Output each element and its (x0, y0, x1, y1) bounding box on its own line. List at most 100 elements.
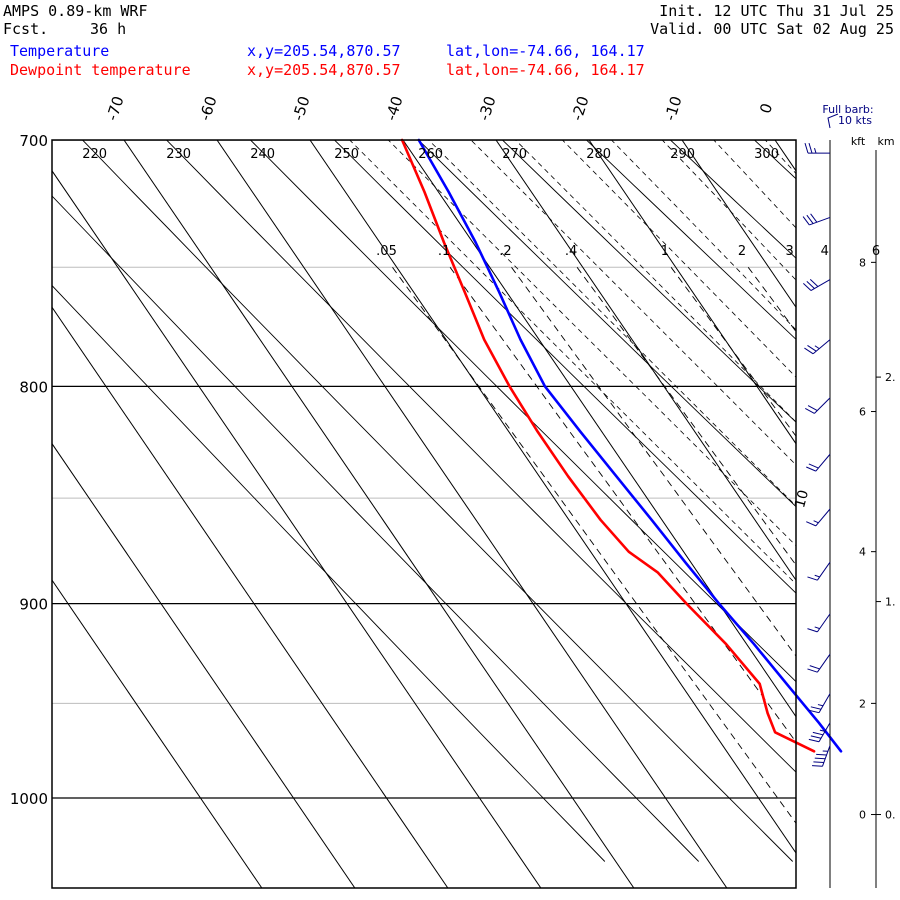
mixing-ratio-label: .2 (499, 244, 511, 259)
mixing-ratio-line (576, 267, 796, 566)
legend-temperature-xy: x,y=205.54,870.57 (247, 42, 401, 60)
mixing-ratio-line (747, 267, 796, 333)
forecast-hour: 36 h (90, 20, 127, 38)
mixing-ratio-line (449, 267, 796, 743)
valid-time: Valid. 00 UTC Sat 02 Aug 25 (650, 20, 894, 38)
dry-adiabat-line (893, 114, 900, 862)
temperature-tick-label: -20 (568, 94, 593, 123)
wind-barb (808, 693, 831, 714)
wind-barb-full-feather (807, 576, 818, 581)
wind-barb-full-feather (808, 738, 820, 743)
temperature-tick-label: -60 (196, 94, 221, 123)
wind-barb-half-feather (814, 574, 820, 578)
wind-barb-staff (809, 216, 831, 226)
mixing-ratio-label: .1 (438, 244, 450, 259)
isotherm-line (495, 140, 796, 582)
wind-barb (804, 339, 831, 355)
wind-barb-full-feather (806, 466, 817, 472)
dewpoint-profile-line (400, 138, 816, 753)
moist-adiabat-line (561, 140, 796, 378)
height-axis: kft km 0 2 4 6 8 0. 1. 2. (851, 135, 896, 888)
wind-barb-full-feather (812, 731, 824, 736)
wind-barb-full-feather (807, 628, 818, 633)
kft-tick-label: 0 (859, 809, 866, 822)
kft-tick-label: 8 (859, 256, 866, 269)
wind-barb-full-feather (805, 408, 815, 414)
wind-barb-full-feather (807, 345, 817, 352)
temperature-tick-label: -10 (661, 94, 686, 123)
wind-barb-staff (814, 397, 831, 414)
wind-barb (807, 613, 831, 633)
wind-barb-full-feather (806, 521, 817, 527)
wind-barb-full-feather (807, 405, 818, 412)
wind-barb-staff (815, 508, 831, 527)
theta-label: 230 (166, 147, 191, 162)
wind-barb-panel: Full barb: 10 kts (802, 103, 874, 888)
moist-adiabat-line (349, 140, 796, 585)
legend-dewpoint-xy: x,y=205.54,870.57 (247, 61, 401, 79)
km-tick-label: 2. (885, 371, 896, 384)
theta-label: 270 (502, 147, 527, 162)
isotherm-line (588, 140, 796, 445)
wind-barb-full-feather (804, 142, 809, 154)
legend-temperature-latlon: lat,lon=-74.66, 164.17 (446, 42, 645, 60)
km-tick-label: 1. (885, 596, 896, 609)
wind-barb-full-feather (807, 668, 818, 673)
legend-dewpoint-latlon: lat,lon=-74.66, 164.17 (446, 61, 645, 79)
wind-barb-full-feather (809, 279, 819, 287)
wind-barb-full-feather (804, 347, 814, 355)
wind-barb-staff (816, 561, 831, 581)
mixing-ratio-line (795, 267, 796, 269)
dry-adiabat-line (753, 140, 796, 180)
wind-barb-full-feather (812, 765, 823, 767)
wind-barb-full-feather (806, 214, 814, 224)
wind-barb (806, 453, 831, 472)
chart-grid (52, 114, 900, 888)
isotherm-line (681, 140, 796, 309)
plot-frame (51, 139, 797, 889)
pressure-tick-label: 1000 (10, 790, 48, 808)
wind-barb-half-feather (814, 345, 820, 350)
forecast-label: Fcst. (3, 20, 49, 38)
moist-adiabat-line (854, 127, 900, 879)
wind-barb-full-feather (803, 283, 812, 291)
wind-barb-full-feather (810, 213, 818, 223)
temperature-tick-label: -30 (475, 94, 500, 123)
wind-barb-half-feather (819, 729, 826, 732)
mixing-ratio-line (392, 267, 796, 824)
mixing-ratio-label: 2 (738, 244, 746, 259)
model-title: AMPS 0.89-km WRF (3, 2, 148, 20)
wind-barb-full-feather (802, 216, 810, 226)
theta-label: 240 (250, 147, 275, 162)
moist-adiabat-line (387, 140, 796, 547)
wind-barb-half-feather (813, 520, 819, 524)
isotherm-line (123, 140, 635, 888)
dry-adiabat-line (52, 284, 606, 862)
wind-barb (807, 561, 831, 581)
wind-barb-full-feather (816, 753, 827, 756)
moist-adiabat-line (514, 140, 796, 423)
mixing-ratio-line (831, 267, 900, 861)
wind-barb (807, 653, 831, 673)
barb-key-line2: 10 kts (838, 114, 872, 127)
pressure-tick-label: 800 (19, 378, 48, 396)
grid-clip-group (52, 114, 900, 888)
moist-adiabat-line (428, 140, 796, 507)
legend-temperature-name: Temperature (10, 42, 110, 60)
kft-tick-label: 6 (859, 406, 866, 419)
wind-barb (803, 279, 831, 291)
wind-barb-full-feather (810, 706, 822, 710)
mixing-ratio-line (882, 267, 900, 861)
dry-adiabat-line (417, 140, 796, 508)
temperature-tick-label: -70 (103, 94, 128, 123)
legend-dewpoint-name: Dewpoint temperature (10, 61, 191, 79)
kft-tick-label: 4 (859, 546, 866, 559)
isotherm-line (402, 140, 796, 718)
moist-adiabat-line (661, 140, 796, 281)
barb-key-line1: Full barb: (822, 103, 873, 116)
wind-barb-staff (810, 279, 831, 291)
wind-barb-staff (815, 453, 831, 472)
chart-series (400, 138, 843, 753)
wind-barb-full-feather (814, 757, 826, 760)
